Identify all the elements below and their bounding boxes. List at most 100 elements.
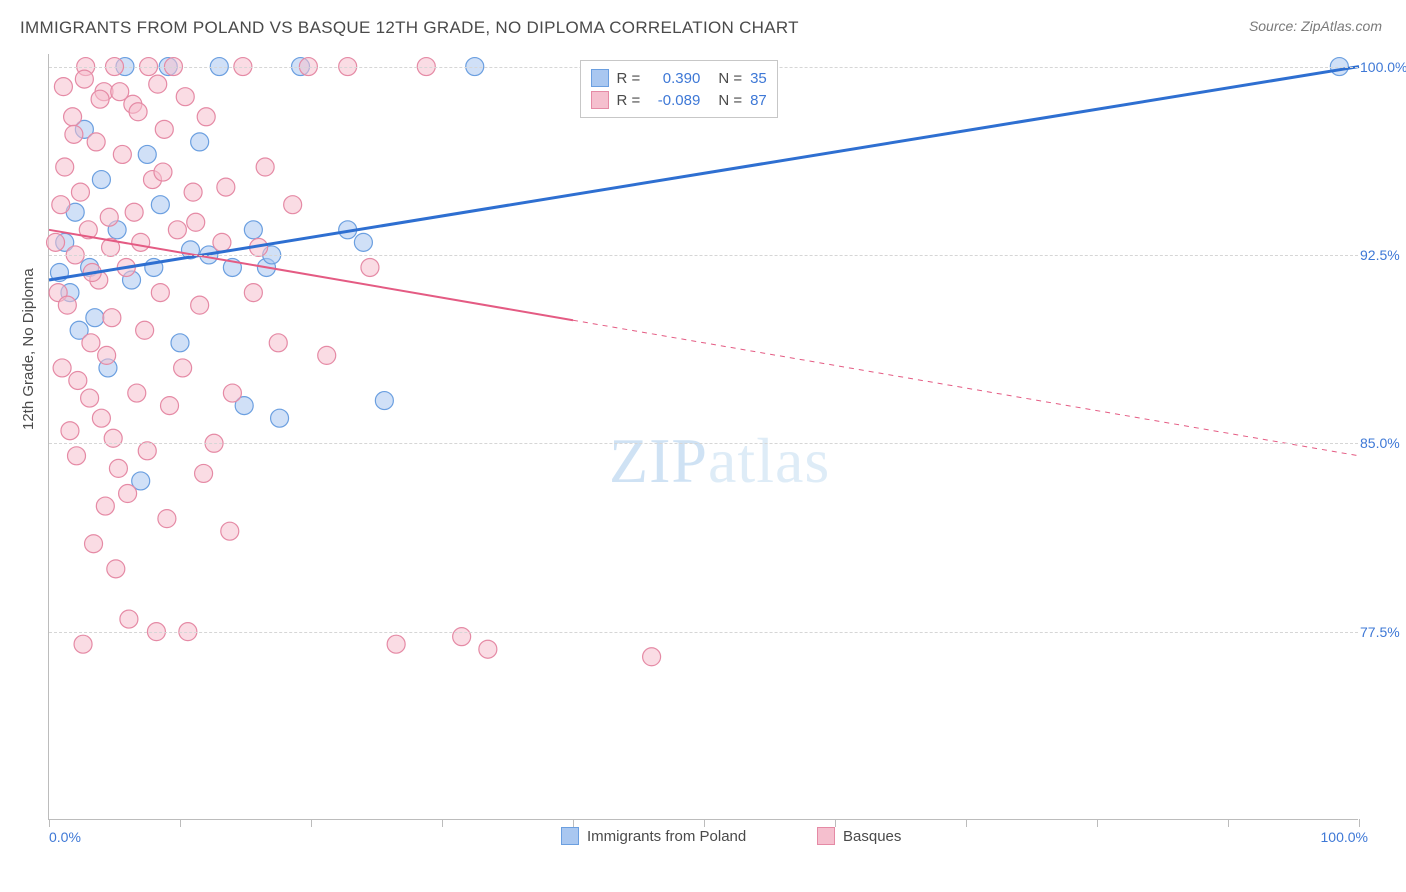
chart-svg <box>49 54 1358 819</box>
legend-bottom-item: Immigrants from Poland <box>561 827 746 845</box>
data-point <box>92 171 110 189</box>
x-tick <box>1228 819 1229 827</box>
data-point <box>223 384 241 402</box>
gridline <box>49 632 1358 633</box>
x-tick <box>704 819 705 827</box>
legend-stats-row: R = -0.089 N = 87 <box>591 89 767 111</box>
data-point <box>184 183 202 201</box>
data-point <box>75 70 93 88</box>
legend-r-value: -0.089 <box>648 92 700 109</box>
x-tick <box>966 819 967 827</box>
data-point <box>197 108 215 126</box>
data-point <box>161 397 179 415</box>
legend-n-label: N = <box>718 92 742 109</box>
data-point <box>68 447 86 465</box>
data-point <box>113 145 131 163</box>
data-point <box>168 221 186 239</box>
source-attribution: Source: ZipAtlas.com <box>1249 18 1382 34</box>
legend-r-label: R = <box>617 92 641 109</box>
x-tick <box>311 819 312 827</box>
data-point <box>151 196 169 214</box>
data-point <box>64 108 82 126</box>
data-point <box>284 196 302 214</box>
legend-stats-row: R = 0.390 N = 35 <box>591 67 767 89</box>
data-point <box>256 158 274 176</box>
data-point <box>271 409 289 427</box>
data-point <box>71 183 89 201</box>
data-point <box>361 258 379 276</box>
data-point <box>191 296 209 314</box>
legend-r-value: 0.390 <box>648 70 700 87</box>
gridline <box>49 443 1358 444</box>
plot-area: ZIPatlas 77.5%85.0%92.5%100.0%0.0%100.0%… <box>48 54 1358 820</box>
data-point <box>154 163 172 181</box>
data-point <box>213 233 231 251</box>
y-tick-label: 100.0% <box>1360 59 1406 75</box>
legend-swatch <box>817 827 835 845</box>
data-point <box>129 103 147 121</box>
legend-swatch <box>591 91 609 109</box>
data-point <box>61 422 79 440</box>
data-point <box>244 221 262 239</box>
data-point <box>47 233 65 251</box>
data-point <box>453 628 471 646</box>
data-point <box>85 535 103 553</box>
legend-n-label: N = <box>718 70 742 87</box>
data-point <box>221 522 239 540</box>
legend-label: Immigrants from Poland <box>587 828 746 845</box>
data-point <box>643 648 661 666</box>
data-point <box>103 309 121 327</box>
data-point <box>53 359 71 377</box>
x-axis-start-label: 0.0% <box>49 829 81 845</box>
data-point <box>107 560 125 578</box>
y-axis-label: 12th Grade, No Diploma <box>20 268 37 430</box>
data-point <box>58 296 76 314</box>
data-point <box>136 321 154 339</box>
data-point <box>479 640 497 658</box>
x-tick <box>180 819 181 827</box>
legend-n-value: 35 <box>750 70 767 87</box>
legend-stats-box: R = 0.390 N = 35 R = -0.089 N = 87 <box>580 60 778 118</box>
legend-bottom-item: Basques <box>817 827 901 845</box>
data-point <box>217 178 235 196</box>
chart-title: IMMIGRANTS FROM POLAND VS BASQUE 12TH GR… <box>20 18 799 38</box>
data-point <box>138 145 156 163</box>
data-point <box>69 371 87 389</box>
data-point <box>92 409 110 427</box>
data-point <box>120 610 138 628</box>
data-point <box>171 334 189 352</box>
trend-line-dashed <box>573 320 1359 456</box>
data-point <box>191 133 209 151</box>
data-point <box>52 196 70 214</box>
data-point <box>138 442 156 460</box>
data-point <box>119 485 137 503</box>
data-point <box>387 635 405 653</box>
y-tick-label: 85.0% <box>1360 435 1406 451</box>
data-point <box>81 389 99 407</box>
x-tick <box>442 819 443 827</box>
data-point <box>375 392 393 410</box>
gridline <box>49 255 1358 256</box>
legend-n-value: 87 <box>750 92 767 109</box>
data-point <box>176 88 194 106</box>
data-point <box>151 284 169 302</box>
data-point <box>174 359 192 377</box>
y-tick-label: 92.5% <box>1360 247 1406 263</box>
data-point <box>86 309 104 327</box>
data-point <box>104 429 122 447</box>
data-point <box>96 497 114 515</box>
legend-swatch <box>591 69 609 87</box>
data-point <box>56 158 74 176</box>
x-tick <box>835 819 836 827</box>
data-point <box>109 459 127 477</box>
data-point <box>195 464 213 482</box>
data-point <box>244 284 262 302</box>
data-point <box>98 346 116 364</box>
legend-label: Basques <box>843 828 901 845</box>
data-point <box>54 78 72 96</box>
data-point <box>100 208 118 226</box>
data-point <box>65 125 83 143</box>
legend-r-label: R = <box>617 70 641 87</box>
x-axis-end-label: 100.0% <box>1321 829 1368 845</box>
data-point <box>128 384 146 402</box>
